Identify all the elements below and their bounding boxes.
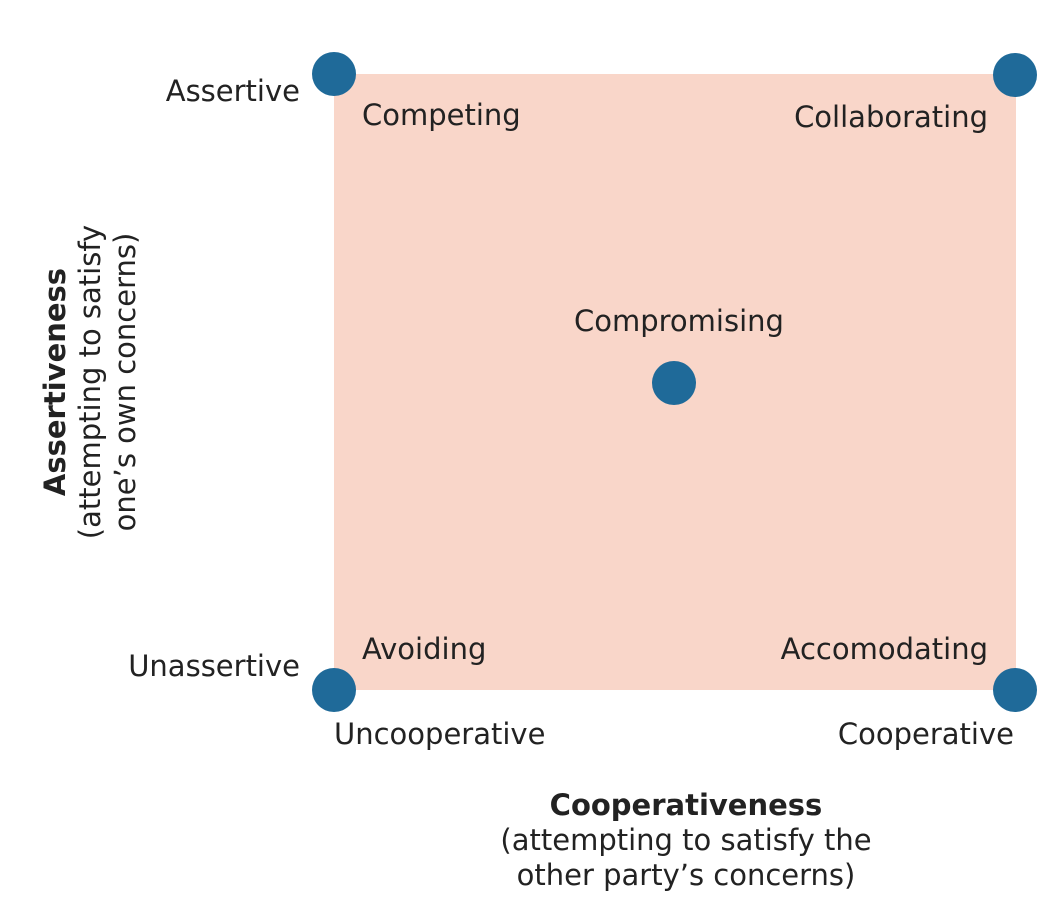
competing-label: Competing [362,98,521,132]
collaborating-label: Collaborating [794,100,988,134]
avoiding-label: Avoiding [362,632,487,666]
accommodating-label: Accomodating [780,632,988,666]
avoiding-dot [312,668,356,712]
x-axis-title: Cooperativeness [549,788,823,822]
uncooperative-label: Uncooperative [334,717,546,751]
collaborating-dot [993,53,1037,97]
compromising-dot [652,361,696,405]
y-axis-title: Assertiveness [37,267,72,497]
y-axis-title-block: Assertiveness (attempting to satisfy one… [38,82,142,682]
x-axis-subtitle-line1: (attempting to satisfy the [500,822,872,857]
competing-dot [312,52,356,96]
x-axis-title-block: Cooperativeness (attempting to satisfy t… [436,788,936,892]
compromising-label: Compromising [574,304,784,338]
x-axis-subtitle-line2: other party’s concerns) [516,857,856,892]
cooperative-label: Cooperative [837,717,1014,751]
y-axis-subtitle-line2: one’s own concerns) [107,232,142,532]
accommodating-dot [993,668,1037,712]
y-axis-subtitle-line1: (attempting to satisfy [72,224,107,540]
assertive-label: Assertive [165,74,300,108]
unassertive-label: Unassertive [128,649,300,683]
